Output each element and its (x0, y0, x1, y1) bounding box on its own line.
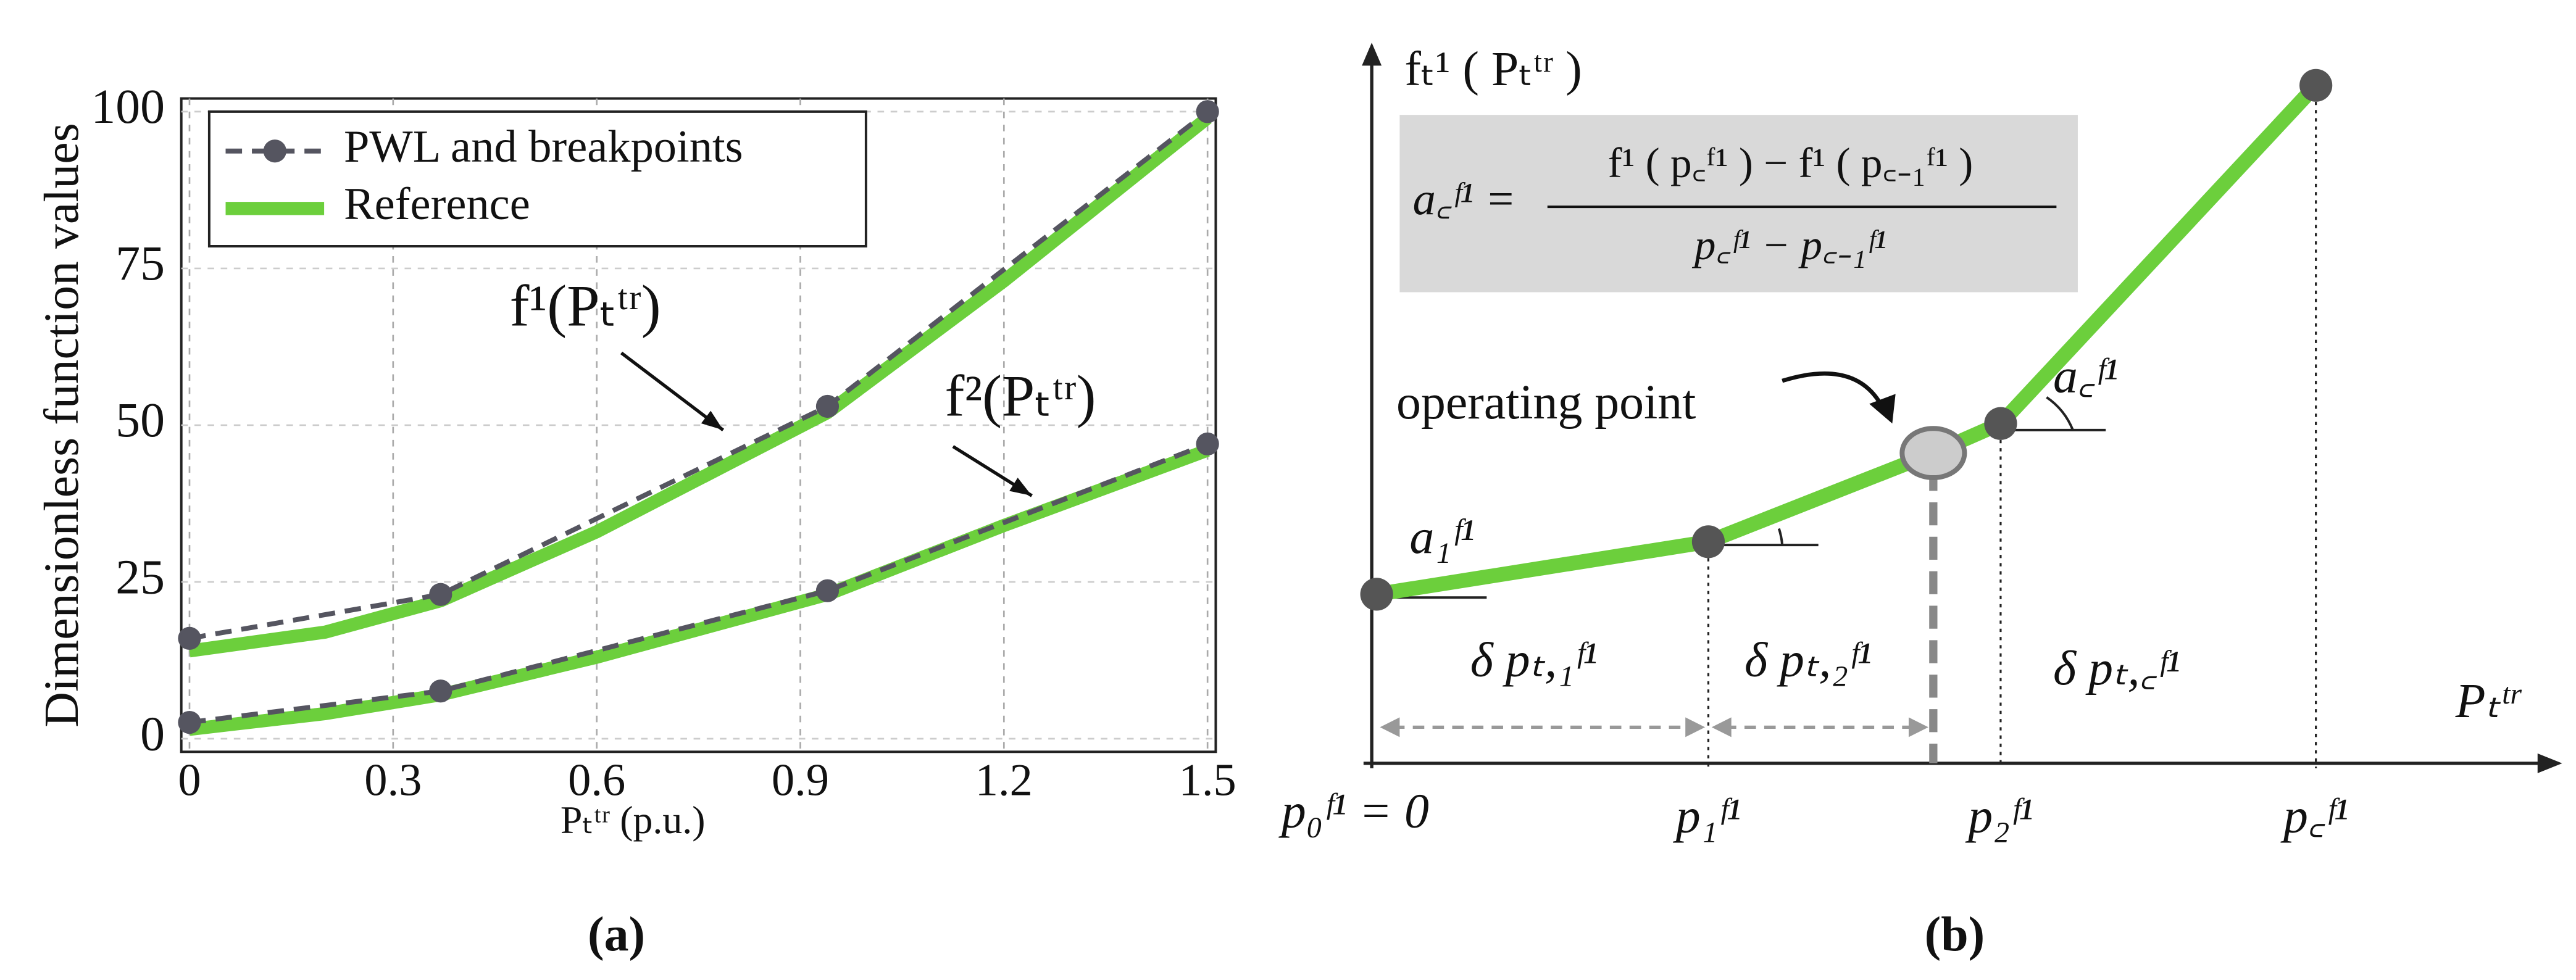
delta-label: δ pₜ,₁ᶠ¹ (1470, 633, 1598, 687)
operating-label: operating point (1396, 375, 1696, 430)
delta-label: δ pₜ,₂ᶠ¹ (1744, 633, 1872, 687)
breakpoint (429, 679, 452, 703)
breakpoint (1196, 432, 1219, 456)
breakpoint (1196, 100, 1219, 123)
legend-label: PWL and breakpoints (344, 122, 743, 172)
annotation: f²(Pₜᵗʳ) (945, 363, 1096, 429)
pointer-arrow (1782, 371, 1885, 409)
series-line (188, 112, 1212, 658)
formula-lhs: a꜀ᶠ¹ = (1413, 174, 1516, 225)
drop-lines (1707, 85, 2317, 768)
breakpoint (815, 579, 840, 602)
y-tick-label: 25 (115, 550, 165, 604)
x-tick-label: 0.3 (364, 755, 422, 806)
arrowhead (1362, 43, 1382, 66)
arrowhead (1869, 394, 1896, 424)
caption: (b) (1925, 907, 1985, 961)
delta-label: δ pₜ,꜀ᶠ¹ (2053, 641, 2180, 696)
breakpoint (178, 710, 201, 734)
y-tick-label: 75 (115, 236, 165, 291)
legend-label: Reference (344, 179, 530, 230)
x-label: Pₜᵗʳ (2455, 674, 2522, 728)
operating-marker (1899, 426, 1967, 481)
breakpoint (178, 626, 201, 650)
legend-marker (263, 139, 286, 163)
series-line (189, 109, 1209, 641)
y-tick-label: 0 (140, 707, 165, 761)
annotation: f¹(Pₜᵗʳ) (510, 273, 661, 338)
x-axis-label: Pₜᵗʳ (p.u.) (561, 798, 706, 842)
caption: (a) (588, 907, 645, 961)
x-tick-label: 0 (178, 755, 201, 806)
arrowhead (2537, 753, 2562, 773)
y-label: fₜ¹ ( Pₜᵗʳ ) (1404, 42, 1582, 96)
arrowhead (701, 410, 723, 430)
breakpoint-label: p₂ᶠ¹ (1965, 789, 2033, 843)
formula-denominator: p꜀ᶠ¹ − p꜀₋₁ᶠ¹ (1691, 221, 1886, 268)
panel-a: 0 0.3 0.6 0.9 1.2 1.5 0 25 50 75 100 Pₜᵗʳ (p.u.) Dim… (35, 80, 1236, 961)
arrowhead (1009, 477, 1032, 496)
y-tick-label: 100 (91, 80, 165, 134)
formula-numerator: f¹ ( p꜀ᶠ¹ ) − f¹ ( p꜀₋₁ᶠ¹ ) (1608, 139, 1974, 186)
breakpoint-label: p₀ᶠ¹ = 0 (1278, 784, 1429, 838)
breakpoint (815, 394, 840, 418)
x-tick-label: 0.9 (772, 755, 829, 806)
x-tick-label: 0.6 (568, 755, 625, 806)
series-line (188, 444, 1210, 736)
y-axis-label: Dimensionless function values (35, 123, 89, 727)
series-line (189, 441, 1209, 725)
panel-b: fₜ¹ ( Pₜᵗʳ ) a꜀ᶠ¹ = f¹ ( p꜀ᶠ¹ ) − f¹ ( p… (1278, 42, 2562, 961)
breakpoint-label: p꜀ᶠ¹ (2280, 789, 2348, 843)
y-tick-label: 50 (115, 393, 165, 447)
x-tick-label: 1.5 (1179, 755, 1236, 806)
arrowheads (1380, 717, 1928, 737)
x-tick-label: 1.2 (975, 755, 1033, 806)
breakpoint-label: p₁ᶠ¹ (1673, 789, 1741, 843)
formula-box (1399, 115, 2078, 293)
legend-box (207, 110, 867, 247)
breakpoint-dots (1360, 69, 2333, 611)
breakpoint (429, 583, 452, 606)
slope-label: a꜀ᶠ¹ (2053, 349, 2118, 403)
slope-label: a₁ᶠ¹ (1409, 510, 1474, 564)
